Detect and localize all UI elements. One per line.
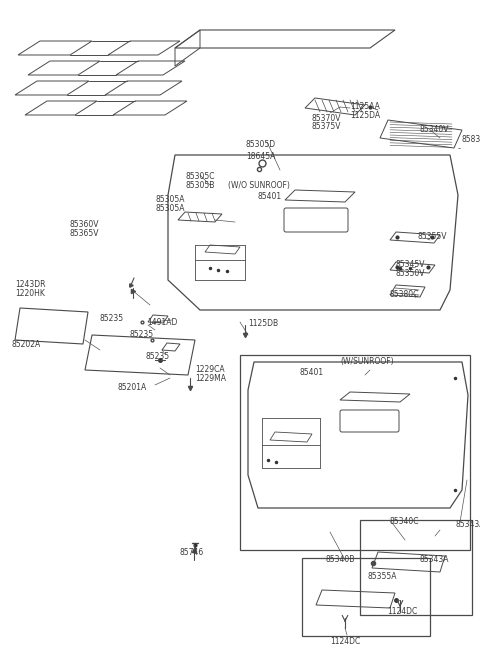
Text: 1124DC: 1124DC xyxy=(330,637,360,646)
Text: 85305B: 85305B xyxy=(186,181,216,190)
Text: 85235: 85235 xyxy=(145,352,169,361)
Text: 85343A: 85343A xyxy=(420,555,449,564)
Text: 1243DR: 1243DR xyxy=(15,280,46,289)
Text: 1229CA: 1229CA xyxy=(195,365,225,374)
Text: 85340B: 85340B xyxy=(325,555,354,564)
Text: 1124DC: 1124DC xyxy=(387,607,417,616)
Text: 1125DA: 1125DA xyxy=(350,111,380,120)
Text: 85370V: 85370V xyxy=(312,114,341,123)
Text: 1125DB: 1125DB xyxy=(248,319,278,328)
Text: 85355V: 85355V xyxy=(418,232,447,241)
Text: 85360V: 85360V xyxy=(70,220,99,229)
Text: 85401: 85401 xyxy=(257,192,281,201)
Text: 85340V: 85340V xyxy=(420,125,449,134)
Text: 85305A: 85305A xyxy=(155,204,184,213)
Text: 85202A: 85202A xyxy=(12,340,41,349)
Text: 1125AA: 1125AA xyxy=(350,102,380,111)
Text: 1229MA: 1229MA xyxy=(195,374,226,383)
Text: 85305D: 85305D xyxy=(246,140,276,149)
Bar xyxy=(240,355,470,550)
Text: 85355A: 85355A xyxy=(368,572,397,581)
Text: 85839: 85839 xyxy=(462,135,480,144)
Text: 85380C: 85380C xyxy=(390,290,420,299)
Text: 85235: 85235 xyxy=(130,330,154,339)
Text: (W/O SUNROOF): (W/O SUNROOF) xyxy=(228,181,290,190)
Text: 85365V: 85365V xyxy=(70,229,99,238)
Text: 85350V: 85350V xyxy=(395,269,424,278)
Text: 85345V: 85345V xyxy=(395,260,424,269)
Text: 85746: 85746 xyxy=(180,548,204,557)
Text: 1491AD: 1491AD xyxy=(147,318,178,327)
Text: 18645A: 18645A xyxy=(246,152,276,161)
Text: 1220HK: 1220HK xyxy=(15,289,45,298)
Text: 85305C: 85305C xyxy=(186,172,216,181)
Text: 85343A: 85343A xyxy=(456,520,480,529)
Text: 85401: 85401 xyxy=(300,368,324,377)
Bar xyxy=(302,558,430,636)
Text: 85305A: 85305A xyxy=(155,195,184,204)
Text: 85340C: 85340C xyxy=(390,517,420,526)
Text: 85201A: 85201A xyxy=(118,383,147,392)
Bar xyxy=(360,520,472,615)
Text: 85375V: 85375V xyxy=(312,122,341,131)
Text: 85235: 85235 xyxy=(100,314,124,323)
Text: (W/SUNROOF): (W/SUNROOF) xyxy=(340,357,394,366)
